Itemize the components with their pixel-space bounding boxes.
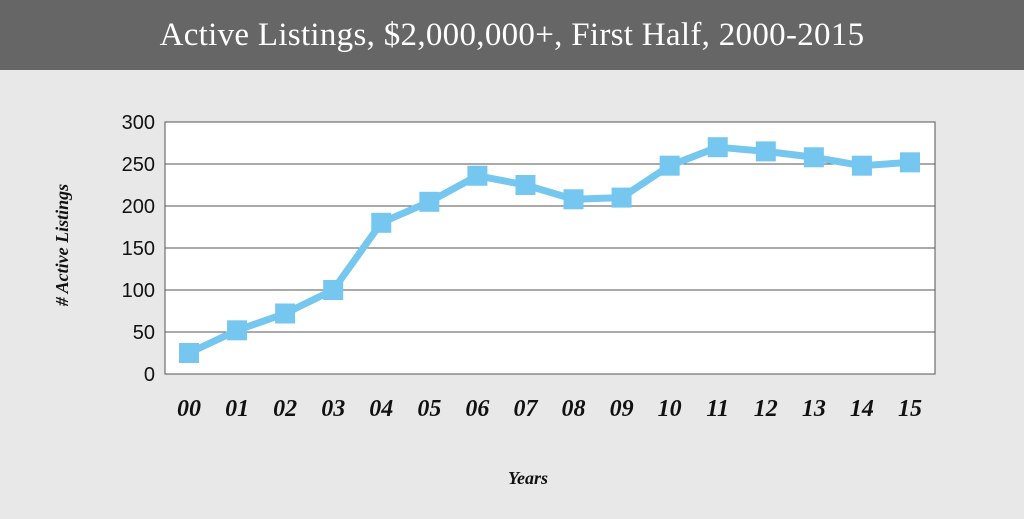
title-bar: Active Listings, $2,000,000+, First Half… <box>0 0 1024 70</box>
data-point-marker <box>515 175 536 195</box>
data-point-marker <box>659 155 680 176</box>
data-point-marker <box>803 147 824 168</box>
data-point-marker <box>851 155 872 176</box>
y-tick-label: 300 <box>122 112 155 134</box>
y-tick-label: 250 <box>122 154 155 176</box>
chart-title: Active Listings, $2,000,000+, First Half… <box>159 16 865 53</box>
data-point-marker <box>563 189 584 210</box>
data-point-marker <box>371 212 392 233</box>
y-axis-ticks: 0 50 100 150 200 250 300 <box>122 112 155 386</box>
x-tick-label: 13 <box>802 396 826 422</box>
x-axis-ticks: 00 01 02 03 04 05 06 07 08 09 10 11 12 13 14 15 <box>177 396 922 422</box>
x-tick-label: 03 <box>321 396 345 422</box>
x-axis-label: Years <box>508 468 548 488</box>
y-axis-label: # Active Listings <box>52 184 72 307</box>
data-point-marker <box>467 165 488 186</box>
data-point-marker <box>227 320 248 341</box>
x-tick-label: 07 <box>513 396 538 422</box>
x-tick-label: 09 <box>610 396 634 422</box>
data-point-marker <box>611 187 632 208</box>
x-tick-label: 02 <box>273 396 297 422</box>
data-point-marker <box>755 141 776 162</box>
x-tick-label: 14 <box>850 396 874 422</box>
x-tick-label: 01 <box>225 396 249 422</box>
x-tick-label: 04 <box>369 396 393 422</box>
x-tick-label: 00 <box>177 396 201 422</box>
y-tick-label: 100 <box>122 280 155 302</box>
series-markers <box>179 137 920 363</box>
y-tick-label: 50 <box>133 322 155 344</box>
data-point-marker <box>900 152 920 173</box>
gridlines <box>165 163 935 333</box>
data-point-marker <box>419 191 440 212</box>
x-tick-label: 15 <box>898 396 922 422</box>
x-tick-label: 06 <box>465 396 489 422</box>
y-tick-label: 150 <box>122 238 155 260</box>
x-tick-label: 05 <box>417 396 441 422</box>
x-tick-label: 08 <box>562 396 586 422</box>
series-line <box>187 143 911 357</box>
data-point-marker <box>707 137 728 158</box>
x-tick-label: 11 <box>706 396 729 422</box>
y-tick-label: 0 <box>144 364 155 386</box>
x-tick-label: 10 <box>658 396 682 422</box>
data-point-marker <box>323 280 344 300</box>
x-tick-label: 12 <box>754 396 778 422</box>
y-tick-label: 200 <box>122 196 155 218</box>
data-point-marker <box>179 343 199 363</box>
data-point-marker <box>275 303 296 324</box>
